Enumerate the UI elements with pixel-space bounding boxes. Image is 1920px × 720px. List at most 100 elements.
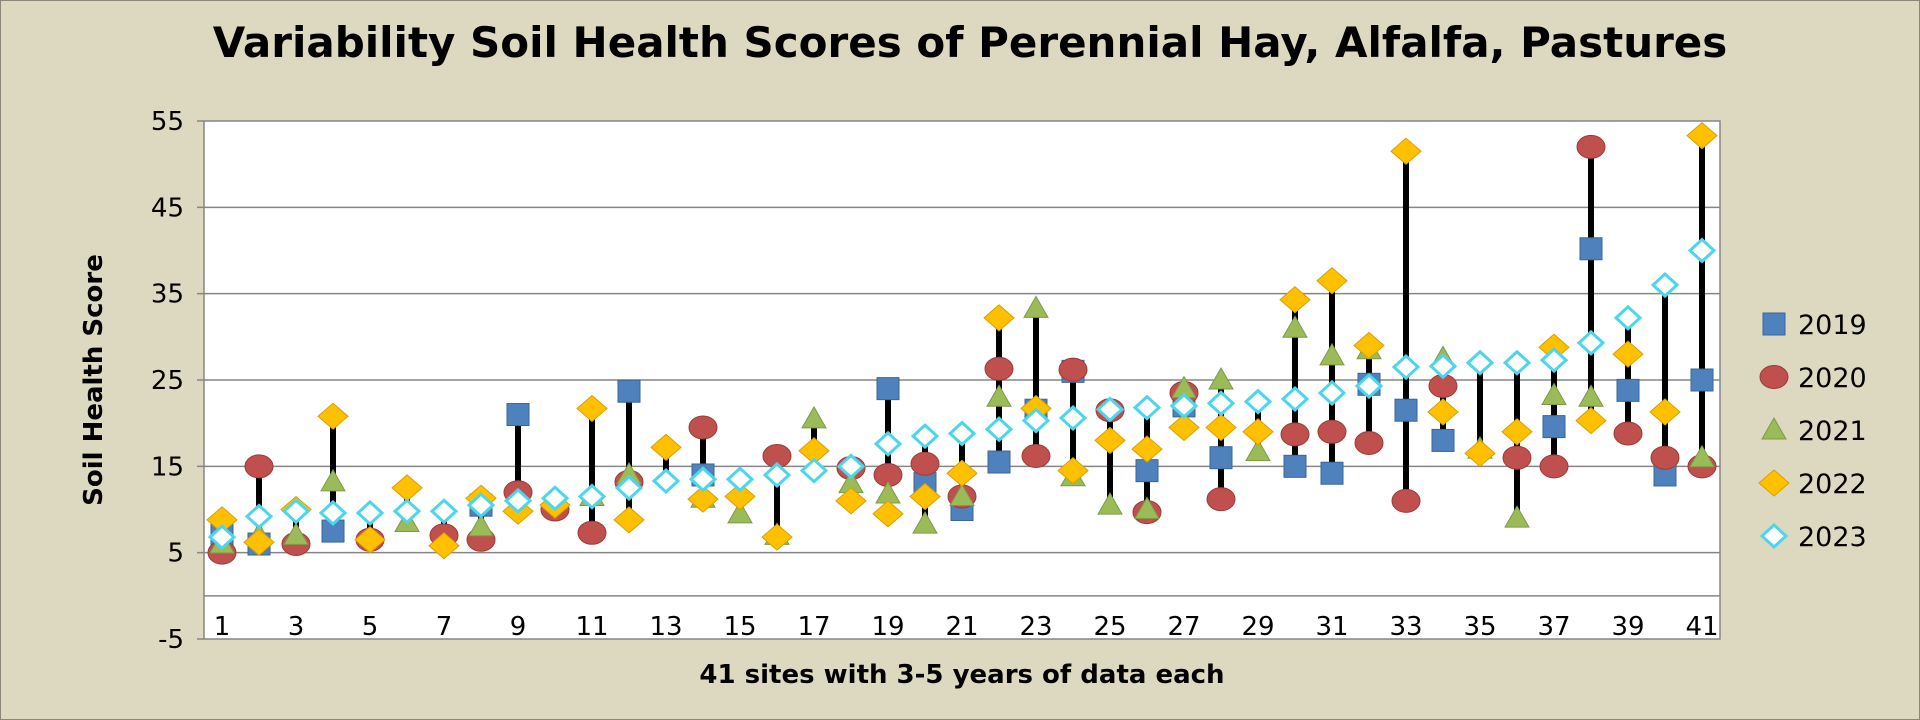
data-point-2022 <box>835 487 867 515</box>
legend-marker-2022 <box>1758 469 1790 497</box>
data-point-2020 <box>910 451 940 476</box>
x-tick-label: 35 <box>1463 612 1496 642</box>
x-tick-label: 33 <box>1389 612 1422 642</box>
data-point-2023 <box>540 485 570 512</box>
data-point-2022 <box>1316 267 1348 295</box>
data-point-2021 <box>1504 505 1530 528</box>
data-point-2023 <box>873 430 903 457</box>
x-tick-label: 37 <box>1537 612 1570 642</box>
data-point-2021 <box>949 483 975 507</box>
data-point-2021 <box>1134 496 1160 519</box>
data-point-2022 <box>1205 413 1237 442</box>
data-point-2023 <box>1206 390 1236 417</box>
x-tick-label: 27 <box>1167 612 1200 642</box>
x-tick-label: 39 <box>1611 612 1644 642</box>
data-point-2023 <box>1169 392 1199 419</box>
data-point-2021 <box>1578 384 1604 407</box>
data-point-2023 <box>614 474 644 501</box>
data-point-2020 <box>577 520 607 545</box>
data-point-2023 <box>207 524 237 551</box>
data-point-2022 <box>1575 406 1607 435</box>
data-point-2020 <box>1613 421 1643 446</box>
y-tick-label: 5 <box>167 539 184 569</box>
x-axis-label: 41 sites with 3-5 years of data each <box>699 660 1225 690</box>
data-point-2023 <box>1280 385 1310 413</box>
data-point-2023 <box>355 499 385 526</box>
data-point-2022 <box>1057 456 1089 485</box>
x-tick-label: 11 <box>575 612 608 642</box>
legend-marker-2020 <box>1759 365 1789 389</box>
chart-title: Variability Soil Health Scores of Perenn… <box>212 18 1728 67</box>
data-point-2022 <box>983 304 1015 332</box>
x-tick-label: 19 <box>871 612 904 642</box>
data-point-2023 <box>392 498 422 525</box>
data-point-2022 <box>1242 418 1274 446</box>
y-tick-label: 35 <box>151 280 184 310</box>
legend-marker-2021 <box>1761 416 1787 440</box>
data-point-2022 <box>650 433 682 462</box>
data-point-2023 <box>836 453 866 480</box>
data-point-2020 <box>1021 443 1051 468</box>
data-point-2023 <box>1428 353 1458 380</box>
data-point-2020 <box>1206 487 1236 512</box>
data-point-2022 <box>1612 340 1644 368</box>
data-point-2022 <box>1131 435 1163 463</box>
data-point-2023 <box>1021 407 1051 434</box>
data-point-2023 <box>466 492 496 519</box>
data-point-2022 <box>1353 331 1385 360</box>
data-point-2021 <box>1319 342 1345 366</box>
data-point-2019 <box>1579 237 1603 261</box>
data-point-2023 <box>1465 349 1495 376</box>
y-tick-label: 15 <box>151 452 184 482</box>
legend-label-2019: 2019 <box>1798 310 1867 341</box>
data-point-2023 <box>1354 373 1384 400</box>
data-point-2021 <box>1282 315 1308 338</box>
data-point-2022 <box>243 528 275 556</box>
data-point-2021 <box>801 405 827 429</box>
data-point-2023 <box>1502 349 1532 376</box>
data-point-2023 <box>577 483 607 510</box>
x-tick-label: 23 <box>1019 612 1052 642</box>
data-point-2021 <box>1097 492 1123 515</box>
data-point-2023 <box>1539 347 1569 374</box>
data-point-2019 <box>1394 398 1418 422</box>
data-point-2023 <box>984 416 1014 443</box>
x-tick-label: 31 <box>1315 612 1348 642</box>
data-point-2020 <box>1391 488 1421 513</box>
data-point-2022 <box>1168 413 1200 442</box>
data-point-2023 <box>1317 379 1347 406</box>
data-point-2021 <box>1245 438 1271 462</box>
data-point-2019 <box>506 403 530 427</box>
data-point-2022 <box>1686 122 1718 150</box>
data-point-2022 <box>687 485 719 513</box>
data-point-2022 <box>1094 426 1126 455</box>
data-point-2020 <box>1576 134 1606 159</box>
data-point-2021 <box>1208 366 1234 390</box>
data-point-2021 <box>1689 444 1715 468</box>
data-point-2023 <box>1391 354 1421 381</box>
legend-label-2021: 2021 <box>1798 416 1867 447</box>
data-point-2023 <box>762 461 792 489</box>
data-point-2021 <box>468 513 494 537</box>
data-point-2023 <box>725 466 755 493</box>
data-point-2019 <box>876 377 900 401</box>
x-tick-label: 13 <box>649 612 682 642</box>
data-point-2019 <box>1616 378 1640 402</box>
data-point-2021 <box>912 511 938 534</box>
x-tick-label: 17 <box>797 612 830 642</box>
data-point-2023 <box>429 498 459 525</box>
data-point-2023 <box>1058 404 1088 432</box>
data-point-2019 <box>1209 446 1233 470</box>
data-point-2019 <box>617 379 641 403</box>
x-tick-label: 21 <box>945 612 978 642</box>
data-point-2023 <box>1132 394 1162 421</box>
data-point-2023 <box>799 457 829 484</box>
data-point-2023 <box>947 420 977 447</box>
data-point-2022 <box>354 526 386 554</box>
legend-label-2020: 2020 <box>1798 363 1867 394</box>
data-point-2022 <box>1427 398 1459 426</box>
data-point-2022 <box>909 482 941 511</box>
data-point-2022 <box>317 402 349 430</box>
data-point-2023 <box>1613 304 1643 331</box>
